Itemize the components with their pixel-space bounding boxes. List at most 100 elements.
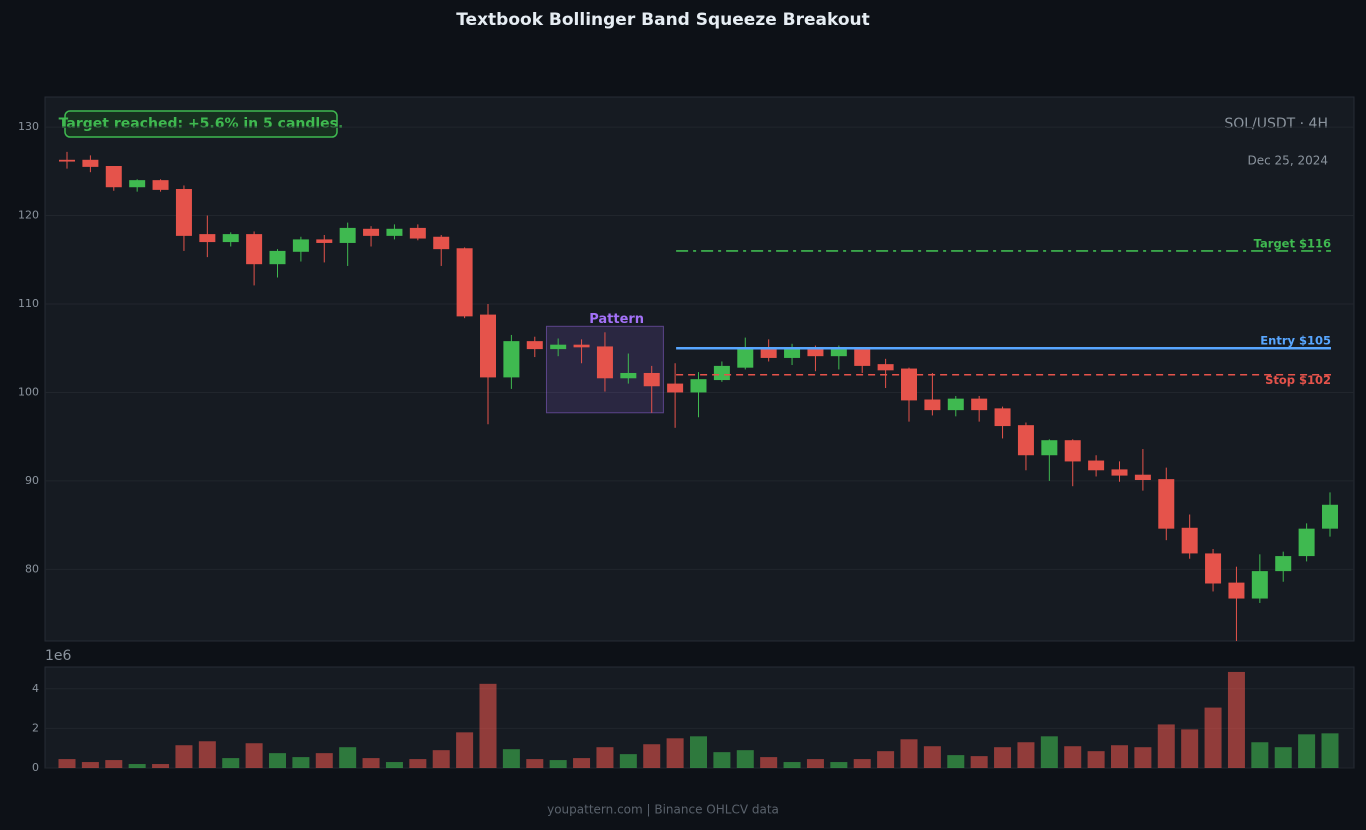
volume-bar [105, 760, 123, 768]
y-tick-label: 80 [25, 562, 39, 575]
candle-body [1041, 440, 1058, 456]
level-label: Entry $105 [1260, 334, 1331, 348]
volume-bar [596, 747, 614, 768]
candle-body [573, 344, 590, 348]
volume-bar [1181, 729, 1199, 768]
candle-body [105, 165, 122, 188]
candle-body [737, 348, 754, 368]
candle-body [971, 398, 988, 411]
pattern-label: Pattern [589, 312, 644, 327]
volume-bar [1017, 742, 1035, 768]
candle-body [1298, 528, 1315, 557]
candle-body [269, 250, 286, 265]
candle-body [480, 314, 496, 378]
candle-body [596, 346, 613, 379]
volume-bar [1157, 724, 1175, 768]
annotation-box [64, 110, 338, 138]
volume-bar [947, 755, 965, 768]
candle-body [760, 348, 777, 358]
volume-bar [877, 751, 895, 768]
volume-scale: 1e6 [45, 648, 72, 664]
candle-body [1088, 460, 1105, 471]
candle-body [292, 239, 309, 252]
candle-body [503, 341, 520, 378]
volume-tick-label: 0 [32, 761, 39, 774]
volume-bar [409, 759, 427, 768]
volume-bar [549, 760, 567, 768]
volume-bar [1274, 747, 1292, 768]
candle-body [1251, 571, 1268, 599]
candle-body [199, 234, 216, 243]
candle-body [1017, 425, 1034, 456]
candle-body [667, 383, 684, 393]
volume-bar [736, 750, 754, 768]
volume-bar [970, 756, 988, 768]
candle-body [409, 227, 426, 239]
volume-bar [1227, 671, 1245, 768]
candle-body [59, 159, 75, 162]
candle-body [456, 248, 473, 317]
date: Dec 25, 2024 [1248, 154, 1328, 168]
volume-bar [713, 752, 731, 768]
volume-bar [900, 739, 918, 768]
volume-bar [456, 732, 474, 768]
source: youpattern.com | Binance OHLCV data [547, 803, 779, 817]
volume-bar [1204, 707, 1222, 768]
volume-bar [1298, 734, 1316, 768]
volume-bar [1040, 736, 1058, 768]
volume-bar [362, 758, 380, 768]
y-tick-label: 120 [18, 209, 39, 222]
chart-title: Textbook Bollinger Band Squeeze Breakout [456, 10, 870, 30]
y-tick-label: 100 [18, 385, 39, 398]
candle-body [526, 341, 543, 350]
candle-body [901, 368, 917, 401]
candle-body [620, 372, 637, 379]
candle-body [246, 234, 263, 265]
volume-bar [1064, 746, 1082, 768]
candle-body [433, 236, 450, 250]
volume-bar [245, 743, 263, 768]
candle-body [129, 180, 146, 188]
volume-bar [1134, 747, 1152, 768]
price-panel [44, 96, 1355, 642]
volume-bar [222, 758, 240, 768]
candle-body [854, 349, 871, 366]
candle-body [1134, 474, 1151, 481]
volume-bar [81, 762, 99, 768]
candle-body [1181, 527, 1198, 554]
volume-bar [1111, 745, 1128, 768]
volume-bar [175, 745, 193, 768]
candle-body [339, 227, 356, 243]
candle-body [1158, 479, 1175, 529]
candle-body [924, 399, 941, 411]
volume-bar [573, 758, 591, 768]
volume-bar [783, 762, 801, 768]
candle-body [1111, 469, 1128, 476]
volume-tick-label: 4 [32, 682, 39, 695]
candle-body [175, 188, 192, 236]
volume-bar [619, 754, 637, 768]
volume-bar [806, 759, 824, 768]
level-label: Stop $102 [1265, 373, 1331, 387]
candle-body [316, 239, 333, 243]
volume-bar [923, 746, 941, 768]
candle-body [690, 379, 707, 393]
candle-body [947, 398, 964, 411]
y-tick-label: 130 [18, 120, 39, 133]
volume-bar [853, 759, 871, 768]
volume-bar [643, 744, 661, 768]
candle-body [1228, 582, 1245, 599]
volume-bar [152, 764, 170, 768]
volume-bar [760, 757, 778, 768]
volume-bar [1321, 733, 1339, 768]
candle-body [152, 180, 169, 190]
volume-bar [128, 764, 146, 768]
candle-body [222, 234, 239, 243]
candle-body [363, 228, 380, 236]
volume-bar [666, 738, 684, 768]
volume-bar [1087, 751, 1105, 768]
volume-bar [830, 762, 848, 768]
volume-bar [526, 759, 544, 768]
volume-bar [502, 749, 520, 768]
candle-body [877, 364, 894, 371]
